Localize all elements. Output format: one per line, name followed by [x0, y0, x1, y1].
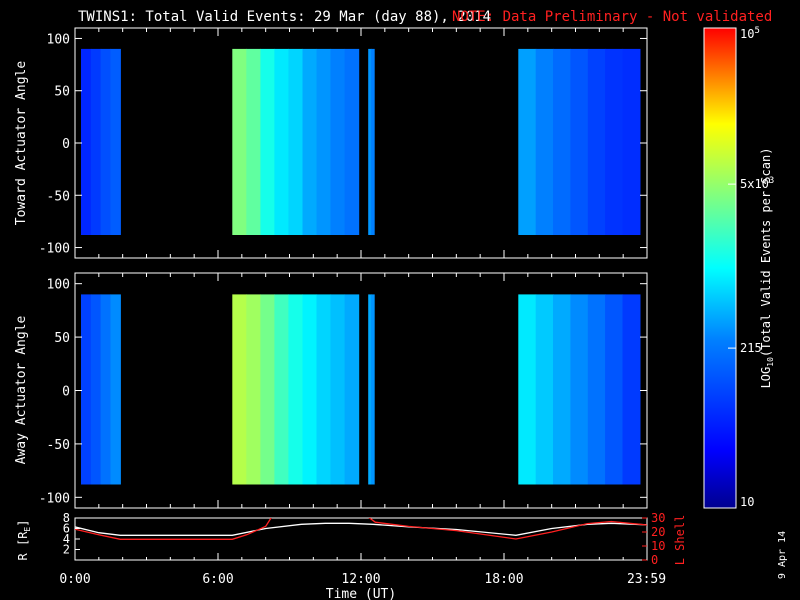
r-tick-label: 6	[63, 522, 70, 536]
away-heat-cell	[605, 294, 624, 485]
toward-ytick-label: 0	[62, 137, 70, 152]
r-tick-label: 2	[63, 543, 70, 557]
away-ytick-label: 100	[47, 278, 70, 293]
away-ytick-label: 0	[62, 385, 70, 400]
toward-heat-cell	[288, 48, 303, 236]
toward-heat-cell	[316, 48, 332, 236]
toward-heat-cell	[274, 48, 289, 236]
away-heat-cell	[535, 294, 554, 485]
lshell-tick-label: 10	[651, 539, 665, 553]
toward-ylabel: Toward Actuator Angle	[14, 61, 29, 226]
away-heat-cell	[330, 294, 346, 485]
plot-title: TWINS1: Total Valid Events: 29 Mar (day …	[78, 9, 491, 25]
toward-heat-cell	[100, 48, 111, 236]
toward-ytick-label: 100	[47, 32, 70, 47]
toward-heat-cell	[344, 48, 360, 236]
time-tick-label: 6:00	[202, 572, 233, 587]
toward-heat-cell	[553, 48, 571, 236]
colorbar-gradient	[703, 27, 737, 509]
away-heat-cell	[587, 294, 606, 485]
away-ytick-label: -50	[47, 438, 70, 453]
toward-heat-cell	[622, 48, 641, 236]
lshell-axis-label: L Shell	[673, 515, 687, 566]
lshell-line	[75, 518, 647, 540]
colorbar-tick-label: 105	[740, 26, 760, 41]
away-heat-cell	[371, 294, 375, 485]
away-heat-cell	[302, 294, 318, 485]
toward-heat-cell	[368, 48, 372, 236]
toward-heat-cell	[330, 48, 346, 236]
away-heat-cell	[246, 294, 261, 485]
time-tick-label: 23:59	[627, 572, 666, 587]
away-heat-cell	[274, 294, 289, 485]
lshell-tick-label: 30	[651, 511, 665, 525]
date-stamp: 9 Apr 14	[777, 531, 788, 579]
colorbar-tick-label: 215	[740, 341, 762, 355]
r-tick-label: 4	[63, 532, 70, 546]
away-ytick-label: 50	[54, 331, 70, 346]
r-tick-label: 8	[63, 511, 70, 525]
r-axis-label: R [RE]	[16, 520, 32, 561]
away-heat-cell	[81, 294, 92, 485]
away-heat-cell	[260, 294, 275, 485]
away-heat-cell	[100, 294, 111, 485]
toward-ytick-label: -100	[39, 242, 70, 257]
colorbar-label: LOG10(Total Valid Events per Scan)	[759, 148, 775, 389]
toward-heat-cell	[587, 48, 606, 236]
toward-heat-cell	[260, 48, 275, 236]
toward-heat-cell	[110, 48, 121, 236]
toward-heat-cell	[302, 48, 318, 236]
away-heatmap-panel: 100 50 0 -50 -100 Away Actuator Angle	[14, 272, 648, 509]
away-heat-cell	[90, 294, 102, 485]
time-tick-label: 12:00	[341, 572, 380, 587]
away-heat-cell	[518, 294, 537, 485]
radius-line	[75, 522, 647, 536]
toward-heat-cell	[535, 48, 554, 236]
lshell-tick-label: 20	[651, 525, 665, 539]
away-heat-cell	[110, 294, 121, 485]
preliminary-note: NOTE: Data Preliminary - Not validated	[452, 9, 772, 25]
away-heat-cell	[232, 294, 247, 485]
time-axis-label: Time (UT)	[326, 587, 396, 600]
toward-ytick-label: -50	[47, 189, 70, 204]
away-heat-cell	[368, 294, 372, 485]
toward-heatmap-panel: 100 50 0 -50 -100 Toward Actuator Angle	[14, 27, 648, 259]
away-ylabel: Away Actuator Angle	[14, 315, 29, 464]
away-ytick-label: -100	[39, 491, 70, 506]
away-heat-cell	[553, 294, 571, 485]
lshell-tick-label: 0	[651, 553, 658, 567]
toward-heat-cell	[518, 48, 537, 236]
toward-heat-cell	[246, 48, 261, 236]
away-heat-cell	[344, 294, 360, 485]
toward-heat-cell	[371, 48, 375, 236]
toward-heat-cell	[605, 48, 624, 236]
away-heat-cell	[570, 294, 589, 485]
toward-heat-cell	[570, 48, 589, 236]
colorbar-tick-label: 5x103	[740, 176, 774, 191]
toward-heat-cell	[81, 48, 92, 236]
time-tick-label: 18:00	[484, 572, 523, 587]
away-heat-cell	[288, 294, 303, 485]
away-heat-cell	[622, 294, 641, 485]
time-tick-label: 0:00	[59, 572, 90, 587]
colorbar: 105 5x103 215 10 LOG10(Total Valid Events p…	[703, 26, 775, 509]
toward-heat-cell	[90, 48, 102, 236]
toward-ytick-label: 50	[54, 85, 70, 100]
colorbar-tick-label: 10	[740, 495, 754, 509]
away-heat-cell	[316, 294, 332, 485]
toward-heat-cell	[232, 48, 247, 236]
